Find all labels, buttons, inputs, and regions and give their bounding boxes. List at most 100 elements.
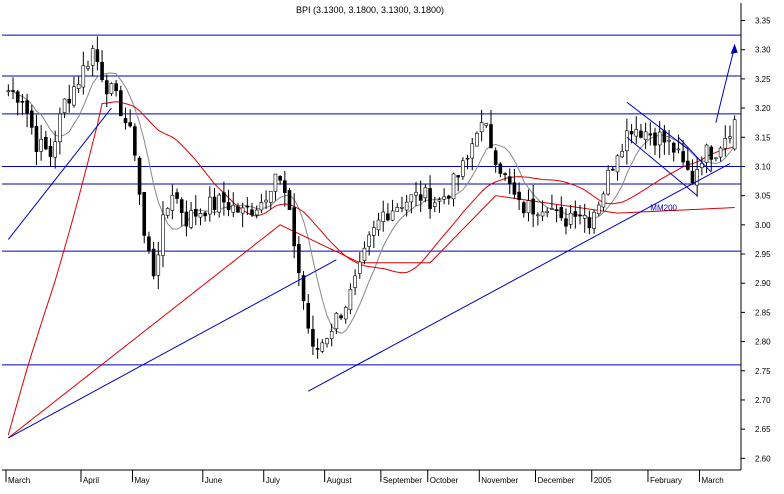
moving-averages [7, 72, 736, 439]
forecast-arrow [715, 46, 736, 123]
candle-body [86, 66, 90, 69]
candle-body [418, 194, 423, 201]
candle-body [653, 132, 657, 146]
channel-lower-line [626, 136, 698, 197]
candle-body [582, 215, 587, 219]
candle-body [643, 131, 648, 140]
long-moving-average-line [7, 101, 735, 436]
candle-body [15, 91, 20, 103]
candle-body [395, 207, 400, 212]
candle-body [493, 150, 498, 165]
candle-body [676, 148, 681, 151]
candle-body [203, 212, 207, 217]
x-tick-label: October [430, 476, 459, 485]
candle-body [254, 209, 259, 216]
candle-body [671, 142, 676, 153]
candle-body [133, 126, 137, 156]
candle-body [596, 204, 601, 214]
candle-body [695, 169, 699, 186]
y-tick-label: 3.05 [755, 192, 771, 201]
candle-body [72, 86, 76, 106]
candle-body [306, 303, 311, 329]
candle-body [423, 187, 428, 199]
candle-body [447, 195, 451, 199]
x-tick-label: September [383, 476, 422, 485]
candle-body [573, 211, 578, 217]
x-tick-label: March [8, 476, 30, 485]
candle-body [442, 196, 446, 200]
candle-body [409, 194, 414, 203]
x-tick-label: August [327, 476, 353, 485]
candle-body [657, 131, 662, 146]
candle-body [95, 49, 100, 62]
y-tick-label: 2.60 [755, 454, 771, 463]
candle-body [550, 208, 554, 210]
channel-upper-line [626, 101, 689, 150]
candle-body [343, 307, 348, 320]
y-tick-label: 3.10 [755, 162, 771, 171]
candle-body [325, 338, 329, 345]
candle-body [732, 119, 737, 150]
candle-body [67, 98, 72, 104]
candle-body [34, 125, 39, 153]
candle-body [615, 155, 620, 173]
candle-body [315, 348, 320, 350]
y-tick-label: 2.80 [755, 338, 771, 347]
candle-body [498, 163, 503, 174]
y-tick-label: 3.00 [755, 221, 771, 230]
candle-body [606, 169, 610, 195]
candle-body [723, 138, 728, 149]
candle-body [175, 192, 179, 199]
y-tick-label: 2.90 [755, 279, 771, 288]
candle-body [367, 234, 371, 247]
candle-body [428, 188, 432, 209]
x-tick-label: July [266, 476, 280, 485]
candle-body [564, 218, 568, 227]
candle-body [250, 209, 254, 216]
trendline [7, 107, 112, 240]
candle-body [128, 122, 132, 127]
y-tick-label: 3.15 [755, 133, 771, 142]
candle-body [386, 213, 390, 221]
wedge-line [678, 136, 712, 173]
candle-body [297, 244, 301, 274]
candle-body [620, 151, 624, 158]
candle-body [29, 110, 34, 128]
candle-body [100, 61, 104, 80]
candle-body [353, 275, 357, 288]
candle-body [151, 248, 156, 277]
candle-body [156, 254, 161, 276]
y-tick-label: 3.35 [755, 17, 771, 26]
candle-body [278, 176, 282, 181]
candle-body [470, 143, 475, 159]
forecast-arrowhead [730, 43, 738, 54]
y-tick-label: 2.85 [755, 308, 771, 317]
candle-body [212, 196, 217, 211]
candle-body [240, 207, 245, 214]
candle-body [25, 100, 29, 114]
candle-body [81, 65, 86, 88]
candle-body [161, 214, 165, 256]
candle-body [11, 90, 15, 92]
candle-body [545, 210, 550, 213]
candle-body [231, 204, 236, 213]
x-tick-label: March [702, 476, 724, 485]
candle-body [592, 211, 596, 229]
candle-body [517, 191, 521, 201]
candle-body [301, 275, 306, 302]
candle-body [456, 175, 460, 178]
x-tick-label: April [83, 476, 99, 485]
x-tick-label: December [538, 476, 575, 485]
candle-body [536, 214, 540, 217]
candle-body [489, 124, 493, 149]
candle-body [376, 219, 381, 231]
candle-body [587, 217, 592, 229]
candle-body [193, 208, 198, 217]
candle-body [681, 151, 685, 163]
candle-body [451, 173, 456, 200]
candle-body [58, 113, 62, 142]
y-tick-label: 2.65 [755, 425, 771, 434]
x-tick-label: November [481, 476, 518, 485]
